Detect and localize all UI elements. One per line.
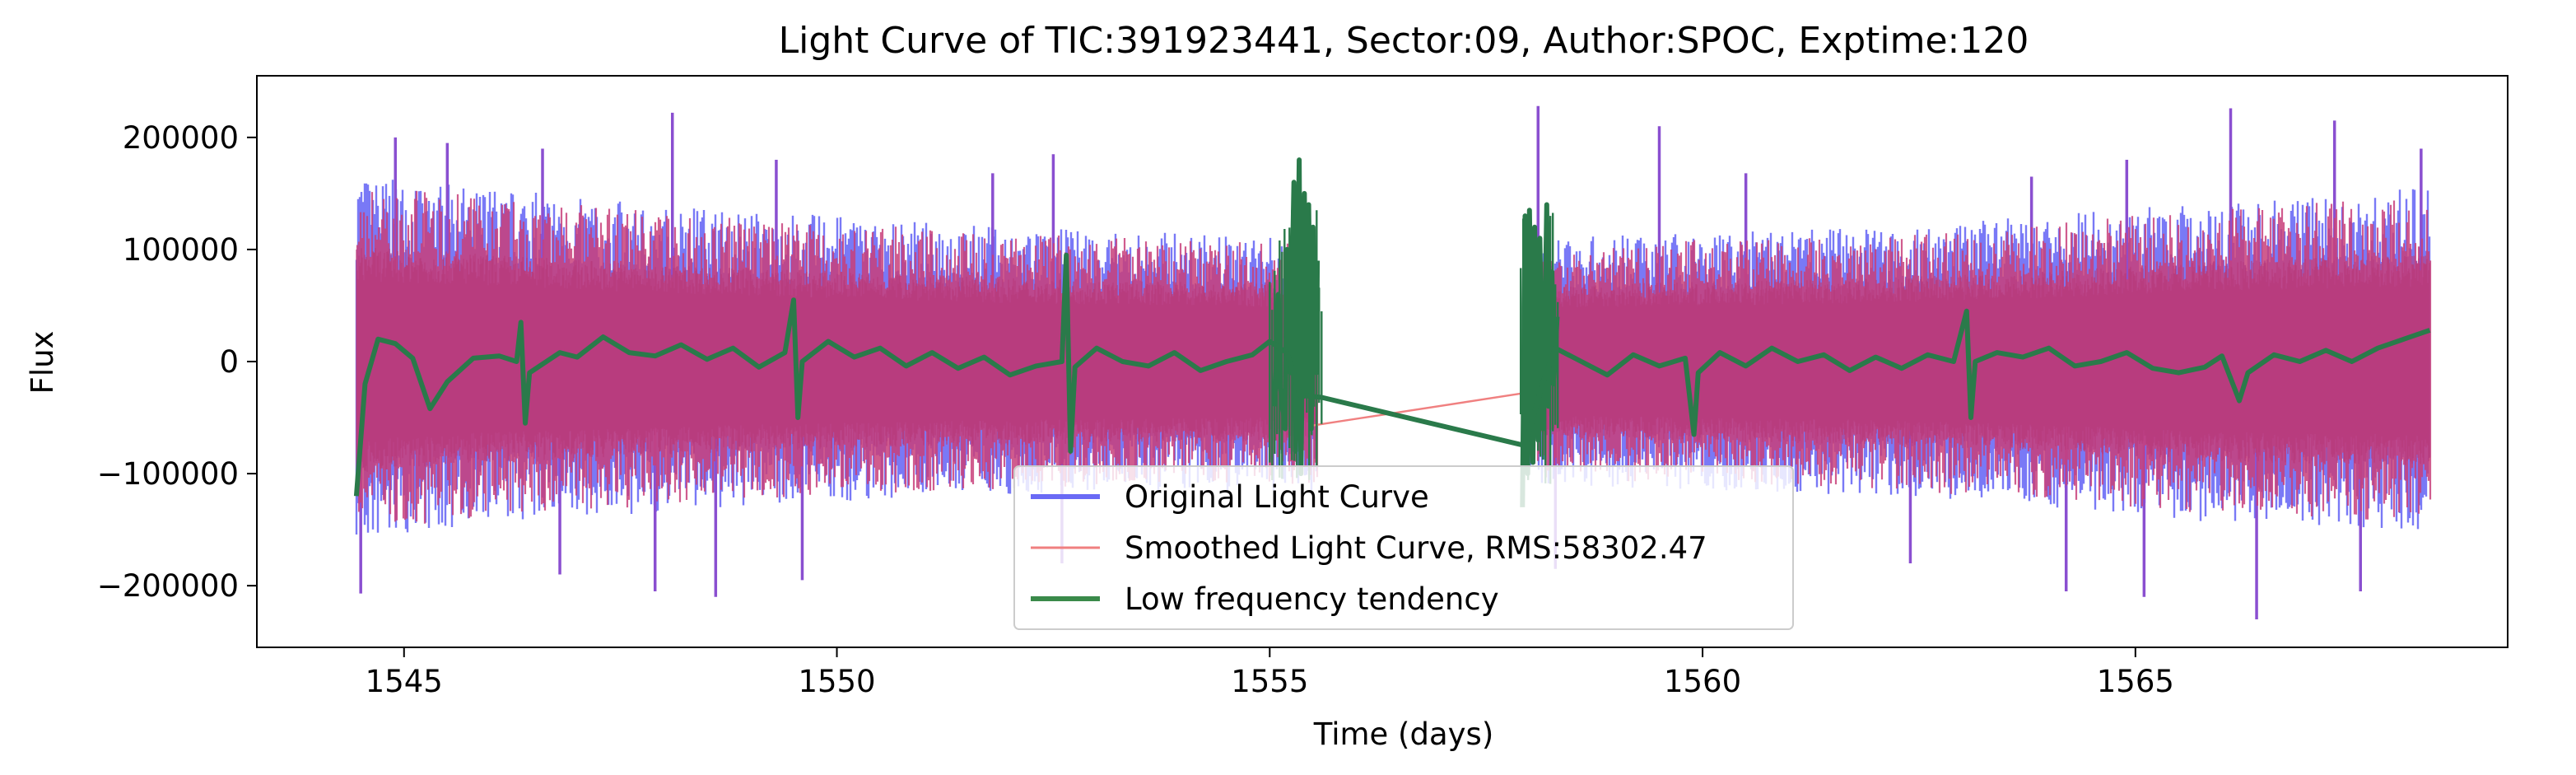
x-tick-label: 1565 (2097, 664, 2174, 699)
legend-label-original: Original Light Curve (1125, 479, 1429, 515)
x-tick-label: 1545 (366, 664, 443, 699)
x-axis-label: Time (days) (1313, 717, 1494, 752)
plot-area (353, 105, 2432, 619)
legend-label-smoothed: Smoothed Light Curve, RMS:58302.47 (1125, 530, 1707, 566)
legend-frame (1013, 465, 1794, 630)
x-tick-label: 1560 (1664, 664, 1741, 699)
smoothed-gap-line (1312, 391, 1526, 427)
low-frequency-line (353, 252, 2431, 497)
y-axis-label: Flux (25, 331, 60, 395)
x-tick-label: 1555 (1231, 664, 1308, 699)
y-axis-ticks: 200000 100000 0 −100000 −200000 (97, 120, 257, 604)
legend: Original Light Curve Smoothed Light Curv… (1013, 465, 1794, 630)
legend-label-low-frequency: Low frequency tendency (1125, 581, 1499, 617)
y-tick-label: −200000 (97, 568, 239, 604)
low-frequency-burst-fill (1269, 210, 1323, 480)
low-frequency-tendency-line (353, 157, 2431, 507)
x-tick-label: 1550 (798, 664, 875, 699)
y-tick-label: 200000 (123, 120, 239, 156)
y-tick-label: −100000 (97, 456, 239, 492)
light-curve-core (356, 248, 1318, 472)
x-axis-ticks: 1545 1550 1555 1560 1565 (366, 647, 2174, 699)
y-tick-label: 0 (219, 344, 239, 380)
y-tick-label: 100000 (123, 232, 239, 268)
smoothed-light-curve-band (356, 190, 2432, 524)
chart-title: Light Curve of TIC:391923441, Sector:09,… (779, 20, 2029, 62)
